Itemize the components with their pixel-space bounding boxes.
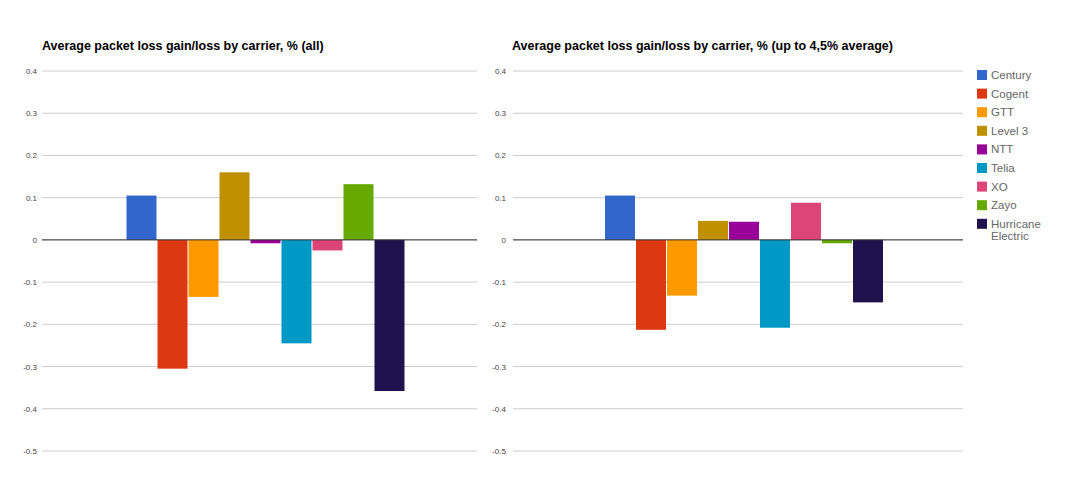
chart: Average packet loss gain/loss by carrier… — [23, 39, 477, 456]
y-tick-label: -0.4 — [23, 405, 37, 414]
grid-line — [513, 113, 963, 114]
legend-label: Cogent — [991, 88, 1029, 100]
y-tick-label: -0.1 — [492, 278, 506, 287]
bar: NTT — [251, 240, 281, 243]
legend-label: NTT — [991, 143, 1013, 155]
grid-line — [42, 155, 477, 156]
legend-swatch — [977, 107, 987, 117]
legend-label: Zayo — [991, 199, 1017, 211]
bar: NTT — [729, 222, 759, 240]
bar: Zayo — [822, 240, 852, 243]
y-tick-label: -0.2 — [492, 320, 506, 329]
y-tick-label: -0.3 — [23, 363, 37, 372]
grid-line — [42, 113, 477, 114]
bar: Cogent — [158, 240, 188, 369]
grid-line — [513, 155, 963, 156]
bar: GTT — [189, 240, 219, 297]
legend-label: XO — [991, 181, 1008, 193]
grid-line — [42, 324, 477, 325]
bar: Level 3 — [698, 221, 728, 240]
y-tick-label: -0.2 — [23, 320, 37, 329]
y-tick-label: 0 — [33, 236, 38, 245]
legend-label: Century — [991, 69, 1032, 81]
bar: Century — [127, 196, 157, 240]
grid-line — [513, 197, 963, 198]
grid-line — [513, 324, 963, 325]
grid-line — [513, 451, 963, 452]
legend-swatch — [977, 163, 987, 173]
legend-label-line: Electric — [991, 230, 1029, 242]
grid-line — [513, 408, 963, 409]
y-tick-label: 0.3 — [495, 109, 507, 118]
zero-axis — [513, 239, 963, 240]
y-tick-label: 0.2 — [26, 151, 38, 160]
bars: CenturyCogentGTTLevel 3NTTTeliaXOZayoHur… — [605, 196, 883, 330]
bar: XO — [791, 203, 821, 240]
legend-swatch — [977, 89, 987, 99]
bar: XO — [313, 240, 343, 251]
grid-line — [42, 366, 477, 367]
legend-label: Level 3 — [991, 125, 1028, 137]
bar: GTT — [667, 240, 697, 296]
grid-line — [42, 408, 477, 409]
bar: Century — [605, 196, 635, 240]
grid-line — [42, 282, 477, 283]
chart-title: Average packet loss gain/loss by carrier… — [42, 39, 324, 53]
y-tick-label: 0.4 — [495, 67, 507, 76]
y-tick-label: 0.1 — [26, 194, 38, 203]
legend-swatch — [977, 182, 987, 192]
chart-title: Average packet loss gain/loss by carrier… — [512, 39, 893, 53]
y-tick-label: -0.5 — [492, 447, 506, 456]
bar: Level 3 — [220, 172, 250, 240]
grid-line — [42, 71, 477, 72]
bar: Telia — [760, 240, 790, 328]
legend-swatch — [977, 144, 987, 154]
chart: Average packet loss gain/loss by carrier… — [492, 39, 1041, 456]
bars: CenturyCogentGTTLevel 3NTTTeliaXOZayoHur… — [127, 172, 405, 391]
legend: Century Cogent GTT Level 3 NTT Telia XO Zayo Hur… — [977, 69, 1041, 242]
legend-label: GTT — [991, 106, 1014, 118]
zero-axis — [42, 239, 477, 240]
y-tick-label: -0.3 — [492, 363, 506, 372]
grid-line — [513, 239, 963, 240]
y-tick-label: 0 — [502, 236, 507, 245]
y-tick-label: -0.1 — [23, 278, 37, 287]
grid-line — [513, 71, 963, 72]
y-tick-label: 0.1 — [495, 194, 507, 203]
grid-line — [42, 239, 477, 240]
grid-line — [42, 451, 477, 452]
legend-label-line: Hurricane — [991, 218, 1041, 230]
legend-swatch — [977, 126, 987, 136]
bar: Cogent — [636, 240, 666, 330]
y-tick-label: -0.5 — [23, 447, 37, 456]
y-tick-label: 0.3 — [26, 109, 38, 118]
bar: Zayo — [344, 184, 374, 240]
bar: Hurricane Electric — [375, 240, 405, 391]
y-tick-label: 0.4 — [26, 67, 38, 76]
legend-label: Telia — [991, 162, 1015, 174]
bar: Hurricane Electric — [853, 240, 883, 302]
legend-swatch — [977, 219, 987, 229]
legend-swatch — [977, 70, 987, 80]
y-tick-label: 0.2 — [495, 151, 507, 160]
legend-swatch — [977, 200, 987, 210]
bar: Telia — [282, 240, 312, 343]
chart-canvas: Average packet loss gain/loss by carrier… — [0, 0, 1070, 483]
grid-line — [513, 282, 963, 283]
legend-label: HurricaneElectric — [991, 218, 1041, 242]
grid-line — [42, 197, 477, 198]
grid-line — [513, 366, 963, 367]
y-tick-label: -0.4 — [492, 405, 506, 414]
